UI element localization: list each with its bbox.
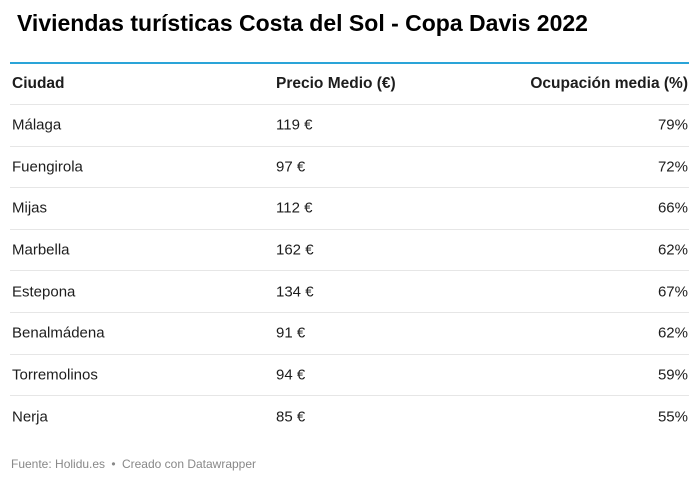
cell-precio: 97 € xyxy=(276,158,306,176)
header-rule xyxy=(10,62,689,64)
table-row: Marbella 162 € 62% xyxy=(10,230,689,272)
table-row: Fuengirola 97 € 72% xyxy=(10,147,689,189)
footer-separator: • xyxy=(111,457,116,471)
table-row: Torremolinos 94 € 59% xyxy=(10,355,689,397)
cell-precio: 94 € xyxy=(276,366,306,384)
table-row: Benalmádena 91 € 62% xyxy=(10,313,689,355)
table-row: Nerja 85 € 55% xyxy=(10,396,689,438)
cell-ocupacion: 79% xyxy=(657,116,688,134)
cell-precio: 91 € xyxy=(276,324,306,342)
table-header-row: Ciudad Precio Medio (€) Ocupación media … xyxy=(10,64,689,105)
cell-ocupacion: 72% xyxy=(657,158,688,176)
cell-ocupacion: 55% xyxy=(657,408,688,426)
cell-ciudad: Málaga xyxy=(12,116,62,134)
cell-ciudad: Benalmádena xyxy=(12,324,105,342)
cell-ciudad: Torremolinos xyxy=(12,366,98,384)
cell-ciudad: Estepona xyxy=(12,283,76,301)
cell-ciudad: Marbella xyxy=(12,241,70,259)
table-row: Málaga 119 € 79% xyxy=(10,105,689,147)
cell-ocupacion: 62% xyxy=(657,241,688,259)
table-row: Estepona 134 € 67% xyxy=(10,271,689,313)
cell-ciudad: Mijas xyxy=(12,199,48,217)
cell-ocupacion: 62% xyxy=(657,324,688,342)
chart-title: Viviendas turísticas Costa del Sol - Cop… xyxy=(17,10,588,36)
cell-precio: 119 € xyxy=(276,116,313,134)
table-row: Mijas 112 € 66% xyxy=(10,188,689,230)
cell-precio: 85 € xyxy=(276,408,306,426)
cell-precio: 162 € xyxy=(276,241,314,259)
cell-ciudad: Fuengirola xyxy=(12,158,83,176)
column-header-ocupacion: Ocupación media (%) xyxy=(530,75,688,92)
cell-ciudad: Nerja xyxy=(12,408,48,426)
cell-ocupacion: 67% xyxy=(657,283,688,301)
footer-credit: Creado con Datawrapper xyxy=(121,457,257,471)
cell-ocupacion: 66% xyxy=(657,199,688,217)
column-header-precio: Precio Medio (€) xyxy=(276,75,396,92)
data-table: Ciudad Precio Medio (€) Ocupación media … xyxy=(10,62,689,438)
column-header-ciudad: Ciudad xyxy=(12,75,65,92)
footer-source: Fuente: Holidu.es xyxy=(11,457,106,471)
table-body: Málaga 119 € 79% Fuengirola 97 € 72% Mijas 112 … xyxy=(10,105,689,438)
cell-precio: 134 € xyxy=(276,283,314,301)
chart-footer: Fuente: Holidu.es • Creado con Datawrapp… xyxy=(11,457,256,471)
cell-precio: 112 € xyxy=(276,199,313,217)
cell-ocupacion: 59% xyxy=(657,366,688,384)
